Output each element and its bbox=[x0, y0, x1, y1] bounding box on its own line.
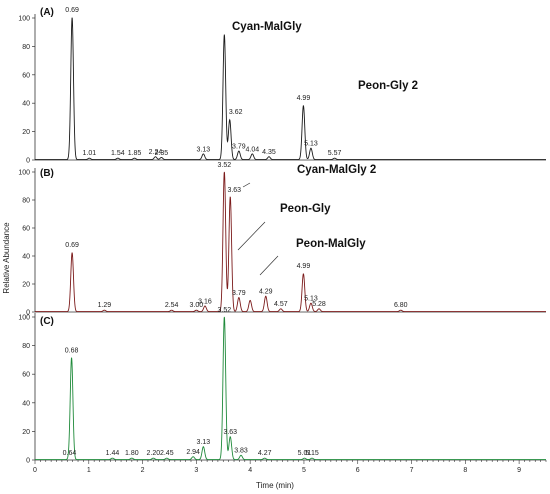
peak-label: 3.13 bbox=[197, 146, 211, 153]
peak-label: 5.28 bbox=[312, 301, 326, 308]
peak-label: 6.80 bbox=[394, 302, 408, 309]
peak-label: 2.94 bbox=[186, 449, 200, 456]
peak-label: 2.24 bbox=[149, 149, 163, 156]
x-tick-label: 1 bbox=[87, 467, 91, 474]
peak-label: 3.13 bbox=[197, 439, 211, 446]
panel-2: 0 20 40 60 80 100 0.69 1.29 2.54 3.003.16 3.52 3.63… bbox=[18, 162, 546, 317]
x-tick-label: 3 bbox=[194, 467, 198, 474]
peak-label: 3.83 bbox=[234, 448, 248, 455]
compound-annotation: Peon-MalGly bbox=[296, 238, 366, 250]
chromatogram-trace bbox=[35, 171, 546, 313]
annotation-leader bbox=[242, 182, 251, 188]
x-tick-label: 6 bbox=[356, 467, 360, 474]
peak-label: 4.99 bbox=[297, 263, 311, 270]
y-tick-label: 100 bbox=[18, 16, 30, 23]
peak-label: 1.01 bbox=[83, 150, 97, 157]
y-tick-label: 40 bbox=[22, 254, 30, 261]
peak-label: 4.57 bbox=[274, 301, 288, 308]
y-tick-label: 20 bbox=[22, 282, 30, 289]
compound-annotation: Cyan-MalGly 2 bbox=[297, 164, 376, 176]
y-tick-label: 20 bbox=[22, 129, 30, 136]
peak-label: 2.35 bbox=[155, 150, 169, 157]
panel-label: (A) bbox=[40, 7, 54, 18]
y-tick-label: 0 bbox=[26, 310, 30, 317]
peak-label: 4.27 bbox=[258, 450, 272, 457]
peak-label: 3.79 bbox=[232, 290, 246, 297]
y-tick-label: 60 bbox=[22, 72, 30, 79]
y-tick-label: 40 bbox=[22, 400, 30, 407]
x-axis-label: Time (min) bbox=[256, 481, 294, 490]
chromatogram-trace bbox=[35, 17, 546, 161]
y-tick-label: 60 bbox=[22, 372, 30, 379]
peak-label: 3.63 bbox=[227, 187, 241, 194]
peak-label: 1.54 bbox=[111, 150, 125, 157]
y-axis-label: Relative Abundance bbox=[2, 222, 11, 294]
peak-label: 2.54 bbox=[165, 302, 179, 309]
panels-layer: 0 20 40 60 80 100 0.69 1.01 1.54 1.85 2.242.35 3.13… bbox=[18, 7, 546, 465]
y-tick-label: 0 bbox=[26, 158, 30, 165]
x-axis: 0 1 2 3 4 5 6 7 8 9 bbox=[33, 460, 547, 474]
peak-label: 5.15 bbox=[305, 450, 319, 457]
peak-label: 3.79 bbox=[232, 143, 246, 150]
compound-annotation: Peon-Gly 2 bbox=[358, 80, 418, 92]
x-tick-label: 0 bbox=[33, 467, 37, 474]
x-tick-label: 7 bbox=[410, 467, 414, 474]
y-tick-label: 40 bbox=[22, 101, 30, 108]
y-tick-label: 100 bbox=[18, 170, 30, 177]
peak-label: 3.62 bbox=[229, 109, 243, 116]
peak-label: 5.57 bbox=[328, 150, 342, 157]
peak-label: 0.68 bbox=[65, 347, 79, 354]
peak-label: 3.63 bbox=[223, 429, 237, 436]
chromatogram-trace bbox=[35, 316, 546, 461]
y-tick-label: 0 bbox=[26, 458, 30, 465]
peak-label: 5.01 bbox=[298, 450, 312, 457]
y-tick-label: 60 bbox=[22, 226, 30, 233]
y-tick-label: 80 bbox=[22, 198, 30, 205]
compound-annotation: Cyan-MalGly bbox=[232, 21, 302, 33]
peak-label: 1.80 bbox=[125, 450, 139, 457]
peak-label: 4.29 bbox=[259, 289, 273, 296]
y-tick-label: 100 bbox=[18, 315, 30, 322]
peak-label: 2.20 bbox=[147, 450, 161, 457]
peak-label: 0.64 bbox=[63, 450, 77, 457]
peak-label: 2.45 bbox=[160, 450, 174, 457]
panel-label: (C) bbox=[40, 316, 54, 327]
peak-label: 1.85 bbox=[128, 150, 142, 157]
peak-label: 4.99 bbox=[297, 95, 311, 102]
y-tick-label: 20 bbox=[22, 429, 30, 436]
peak-label: 1.44 bbox=[106, 450, 120, 457]
peak-label: 3.00 bbox=[190, 302, 204, 309]
x-tick-label: 5 bbox=[302, 467, 306, 474]
panel-3: 0 20 40 60 80 100 0.64 0.68 1.44 1.80 2.20 2.45 2.94… bbox=[18, 307, 546, 465]
peak-label: 0.69 bbox=[65, 242, 79, 249]
x-tick-label: 8 bbox=[463, 467, 467, 474]
peak-label: 1.29 bbox=[98, 302, 112, 309]
annotation-leader bbox=[237, 221, 266, 251]
peak-label: 4.04 bbox=[245, 146, 259, 153]
x-tick-label: 4 bbox=[248, 467, 252, 474]
annotation-leader bbox=[259, 255, 279, 276]
peak-label: 4.35 bbox=[262, 149, 276, 156]
x-tick-label: 2 bbox=[141, 467, 145, 474]
peak-label: 3.52 bbox=[218, 162, 232, 169]
peak-label: 0.69 bbox=[65, 7, 79, 14]
panel-1: 0 20 40 60 80 100 0.69 1.01 1.54 1.85 2.242.35 3.13… bbox=[18, 7, 546, 165]
peak-label: 5.13 bbox=[304, 296, 318, 303]
peak-label: 3.52 bbox=[218, 307, 232, 314]
panel-label: (B) bbox=[40, 168, 54, 179]
y-tick-label: 80 bbox=[22, 343, 30, 350]
x-tick-label: 9 bbox=[517, 467, 521, 474]
peak-label: 5.13 bbox=[304, 141, 318, 148]
y-tick-label: 80 bbox=[22, 44, 30, 51]
compound-annotation: Peon-Gly bbox=[280, 203, 331, 215]
peak-label: 3.16 bbox=[198, 298, 212, 305]
